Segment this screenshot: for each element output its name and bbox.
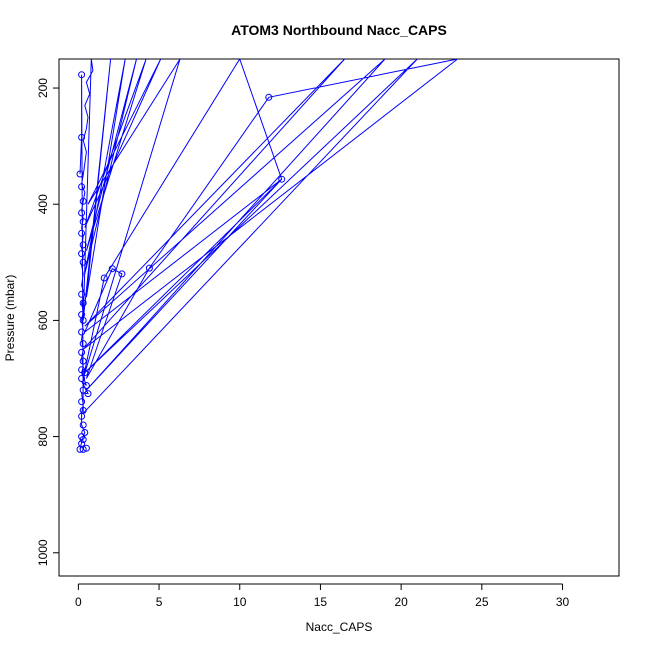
data-point	[84, 390, 92, 398]
data-point	[265, 93, 273, 101]
x-tick-label: 10	[233, 595, 247, 609]
x-tick-label: 15	[314, 595, 328, 609]
data-point	[79, 258, 87, 266]
data-point	[118, 270, 126, 278]
data-point	[145, 264, 153, 272]
data-point	[78, 133, 86, 141]
chart-title: ATOM3 Northbound Nacc_CAPS	[231, 22, 447, 38]
x-tick-label: 5	[156, 595, 163, 609]
data-point	[79, 299, 87, 307]
series-markers	[76, 71, 286, 453]
y-tick-label: 600	[36, 310, 50, 330]
data-point	[79, 445, 87, 453]
data-point	[79, 436, 87, 443]
data-point	[79, 386, 87, 394]
data-point	[78, 209, 86, 217]
y-tick-label: 400	[36, 194, 50, 214]
x-tick-label: 20	[394, 595, 408, 609]
data-point	[79, 340, 87, 348]
x-tick-label: 30	[556, 595, 570, 609]
data-point	[78, 71, 86, 79]
data-point	[78, 290, 86, 298]
y-axis: 200 400 600 800 1000	[36, 78, 60, 566]
x-axis: 0 5 10 15 20 25 30	[75, 583, 570, 609]
data-point	[78, 348, 86, 356]
y-tick-label: 1000	[36, 539, 50, 566]
data-point	[79, 197, 87, 205]
data-point	[78, 398, 86, 406]
data-point	[79, 357, 87, 365]
data-point	[79, 241, 87, 249]
x-tick-label: 0	[75, 595, 82, 609]
data-point	[78, 375, 86, 382]
x-tick-label: 25	[475, 595, 489, 609]
data-point	[278, 175, 286, 183]
x-axis-label: Nacc_CAPS	[306, 620, 373, 634]
data-point	[79, 316, 87, 324]
data-point	[79, 421, 87, 429]
data-point	[82, 382, 90, 389]
y-axis-label: Pressure (mbar)	[3, 275, 17, 362]
series-lines	[79, 59, 458, 450]
data-point	[108, 265, 116, 273]
data-point	[81, 369, 89, 377]
data-point	[78, 229, 86, 237]
data-point	[82, 444, 90, 452]
y-tick-label: 200	[36, 78, 50, 98]
y-tick-label: 800	[36, 426, 50, 446]
data-point	[78, 412, 86, 420]
data-point	[78, 250, 86, 258]
data-point	[76, 170, 84, 178]
data-point	[100, 274, 108, 282]
data-point	[76, 445, 84, 453]
data-point	[78, 328, 86, 336]
data-point	[78, 183, 86, 191]
data-point	[79, 218, 87, 226]
series-line	[79, 59, 458, 450]
